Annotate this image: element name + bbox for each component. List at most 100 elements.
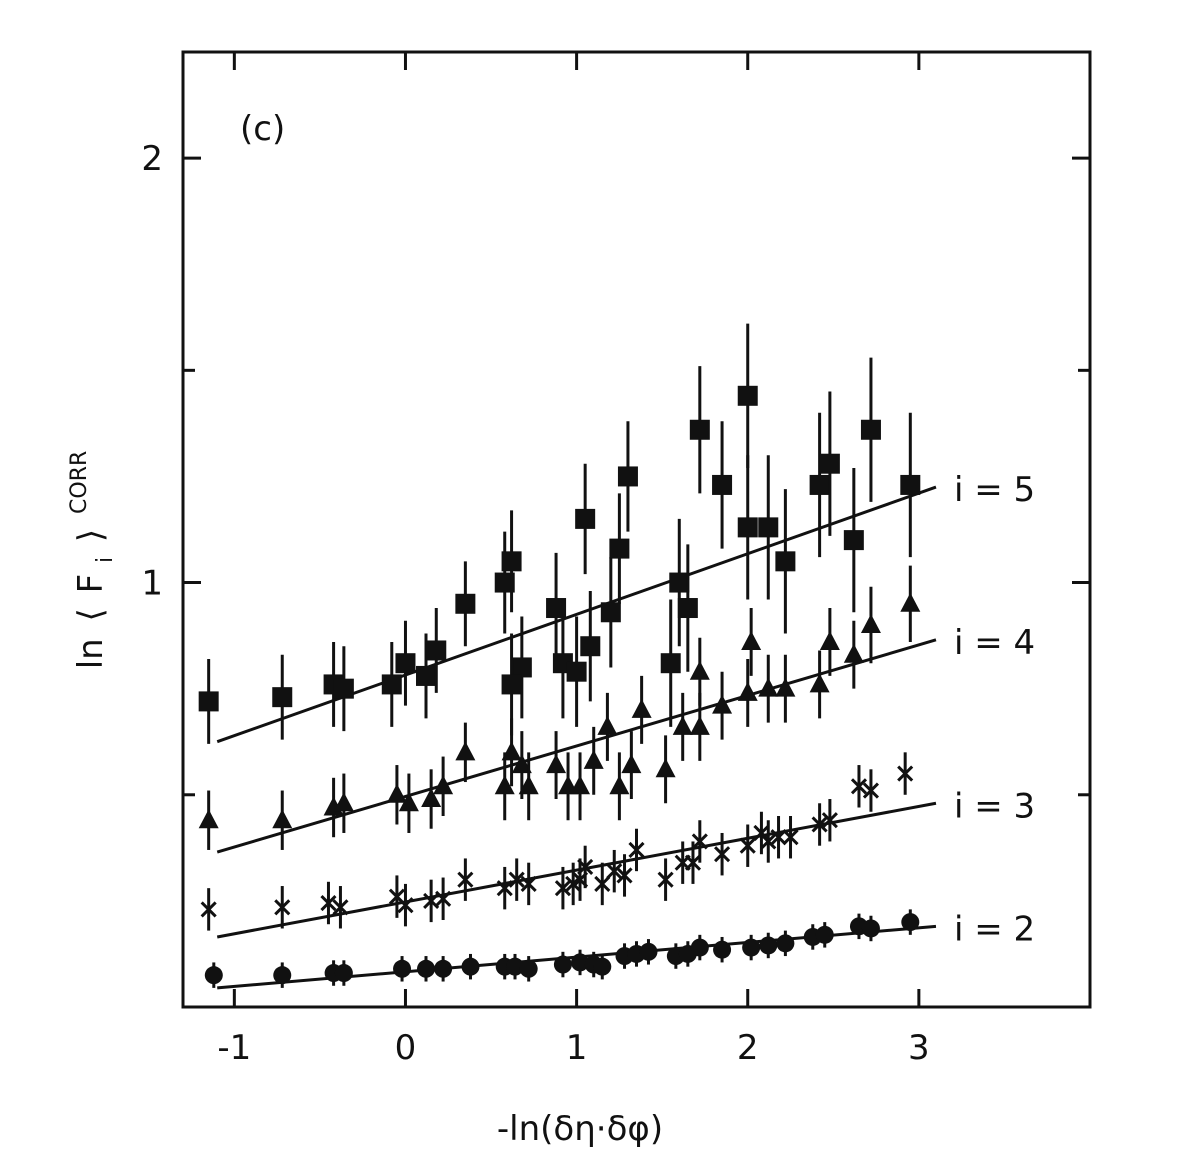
- marker-circle: [553, 955, 572, 974]
- marker-triangle: [737, 681, 758, 701]
- marker-triangle: [672, 715, 693, 735]
- marker-circle: [434, 959, 453, 978]
- y-tick-label: 2: [141, 139, 163, 179]
- marker-triangle: [546, 754, 567, 774]
- marker-triangle: [433, 775, 454, 795]
- marker-x: [320, 894, 337, 912]
- marker-x: [508, 871, 525, 888]
- marker-triangle: [758, 677, 779, 697]
- marker-x: [897, 765, 914, 782]
- marker-triangle: [655, 758, 676, 778]
- marker-triangle: [712, 694, 733, 714]
- y-axis-label-base: F: [71, 574, 111, 594]
- marker-x: [616, 867, 633, 884]
- marker-square: [381, 674, 402, 695]
- marker-triangle: [198, 809, 219, 829]
- y-axis-label-prefix: ln: [71, 638, 111, 669]
- marker-x: [594, 875, 611, 892]
- marker-square: [416, 665, 437, 686]
- series-label: i = 3: [954, 786, 1035, 826]
- y-axis-label: ln ⟨ F i ⟩ CORR: [67, 451, 121, 670]
- marker-square: [660, 653, 681, 674]
- marker-x: [684, 854, 702, 871]
- marker-circle: [204, 966, 223, 985]
- marker-square: [333, 678, 354, 699]
- marker-square: [455, 593, 476, 614]
- marker-x: [739, 837, 756, 854]
- marker-x: [821, 812, 838, 829]
- marker-x: [782, 829, 799, 846]
- marker-triangle: [455, 741, 476, 761]
- marker-x: [606, 863, 623, 880]
- marker-circle: [334, 964, 353, 983]
- fit-line: [216, 801, 937, 939]
- marker-square: [580, 636, 601, 657]
- y-axis-label-sup: CORR: [67, 451, 92, 514]
- marker-x: [714, 846, 731, 863]
- marker-square: [900, 474, 921, 495]
- marker-triangle: [609, 775, 630, 795]
- marker-square: [809, 474, 830, 495]
- marker-triangle: [809, 673, 830, 693]
- marker-triangle: [333, 792, 354, 812]
- marker-triangle: [272, 809, 293, 829]
- axis-ticks: [183, 52, 1090, 1007]
- marker-triangle: [621, 754, 642, 774]
- marker-triangle: [501, 741, 522, 761]
- marker-circle: [273, 966, 292, 985]
- y-axis-label-open: ⟨: [71, 608, 111, 621]
- marker-x: [577, 858, 594, 875]
- marker-square: [860, 419, 881, 440]
- marker-circle: [505, 957, 524, 976]
- x-tick-label: 1: [566, 1028, 588, 1068]
- x-axis-label: -ln(δη·δφ): [497, 1109, 663, 1149]
- x-tick-label: 3: [908, 1028, 930, 1068]
- marker-triangle: [689, 660, 710, 680]
- marker-x: [554, 880, 571, 897]
- panel-label: (c): [240, 109, 285, 149]
- marker-x: [200, 901, 217, 918]
- marker-x: [457, 871, 474, 888]
- marker-square: [843, 530, 864, 551]
- marker-square: [689, 419, 710, 440]
- marker-square: [609, 538, 630, 559]
- marker-triangle: [398, 792, 419, 812]
- marker-triangle: [494, 775, 515, 795]
- data-points: [198, 323, 921, 988]
- marker-x: [850, 778, 868, 795]
- marker-square: [737, 517, 758, 538]
- marker-square: [677, 598, 698, 619]
- marker-x: [770, 829, 787, 846]
- marker-x: [274, 899, 291, 916]
- marker-square: [600, 602, 621, 623]
- marker-x: [332, 899, 349, 916]
- x-tick-label: 0: [395, 1028, 417, 1068]
- fit-lines: [216, 485, 937, 990]
- marker-circle: [815, 925, 834, 944]
- marker-square: [511, 657, 532, 678]
- marker-x: [657, 871, 674, 888]
- marker-circle: [639, 942, 658, 961]
- marker-x: [397, 897, 414, 914]
- text-labels: -1 0 1 2 3 1 2 i = 2 i = 3 i = 4 i = 5: [141, 139, 1035, 1068]
- marker-triangle: [597, 715, 618, 735]
- marker-triangle: [860, 614, 881, 633]
- x-tick-label: 2: [737, 1028, 759, 1068]
- fit-line: [216, 485, 937, 744]
- y-tick-label: 1: [141, 564, 163, 604]
- marker-circle: [461, 957, 480, 976]
- marker-circle: [519, 959, 538, 978]
- marker-triangle: [583, 749, 604, 769]
- marker-square: [575, 508, 596, 529]
- plot-frame: [181, 50, 1092, 1009]
- marker-x: [435, 890, 452, 907]
- marker-square: [819, 453, 840, 474]
- marker-square: [198, 691, 219, 712]
- marker-circle: [593, 957, 612, 976]
- marker-x: [862, 782, 880, 799]
- y-axis-label-sub: i: [93, 557, 118, 563]
- fit-line: [216, 638, 937, 854]
- marker-square: [395, 653, 416, 674]
- marker-circle: [571, 953, 590, 972]
- marker-square: [426, 640, 447, 661]
